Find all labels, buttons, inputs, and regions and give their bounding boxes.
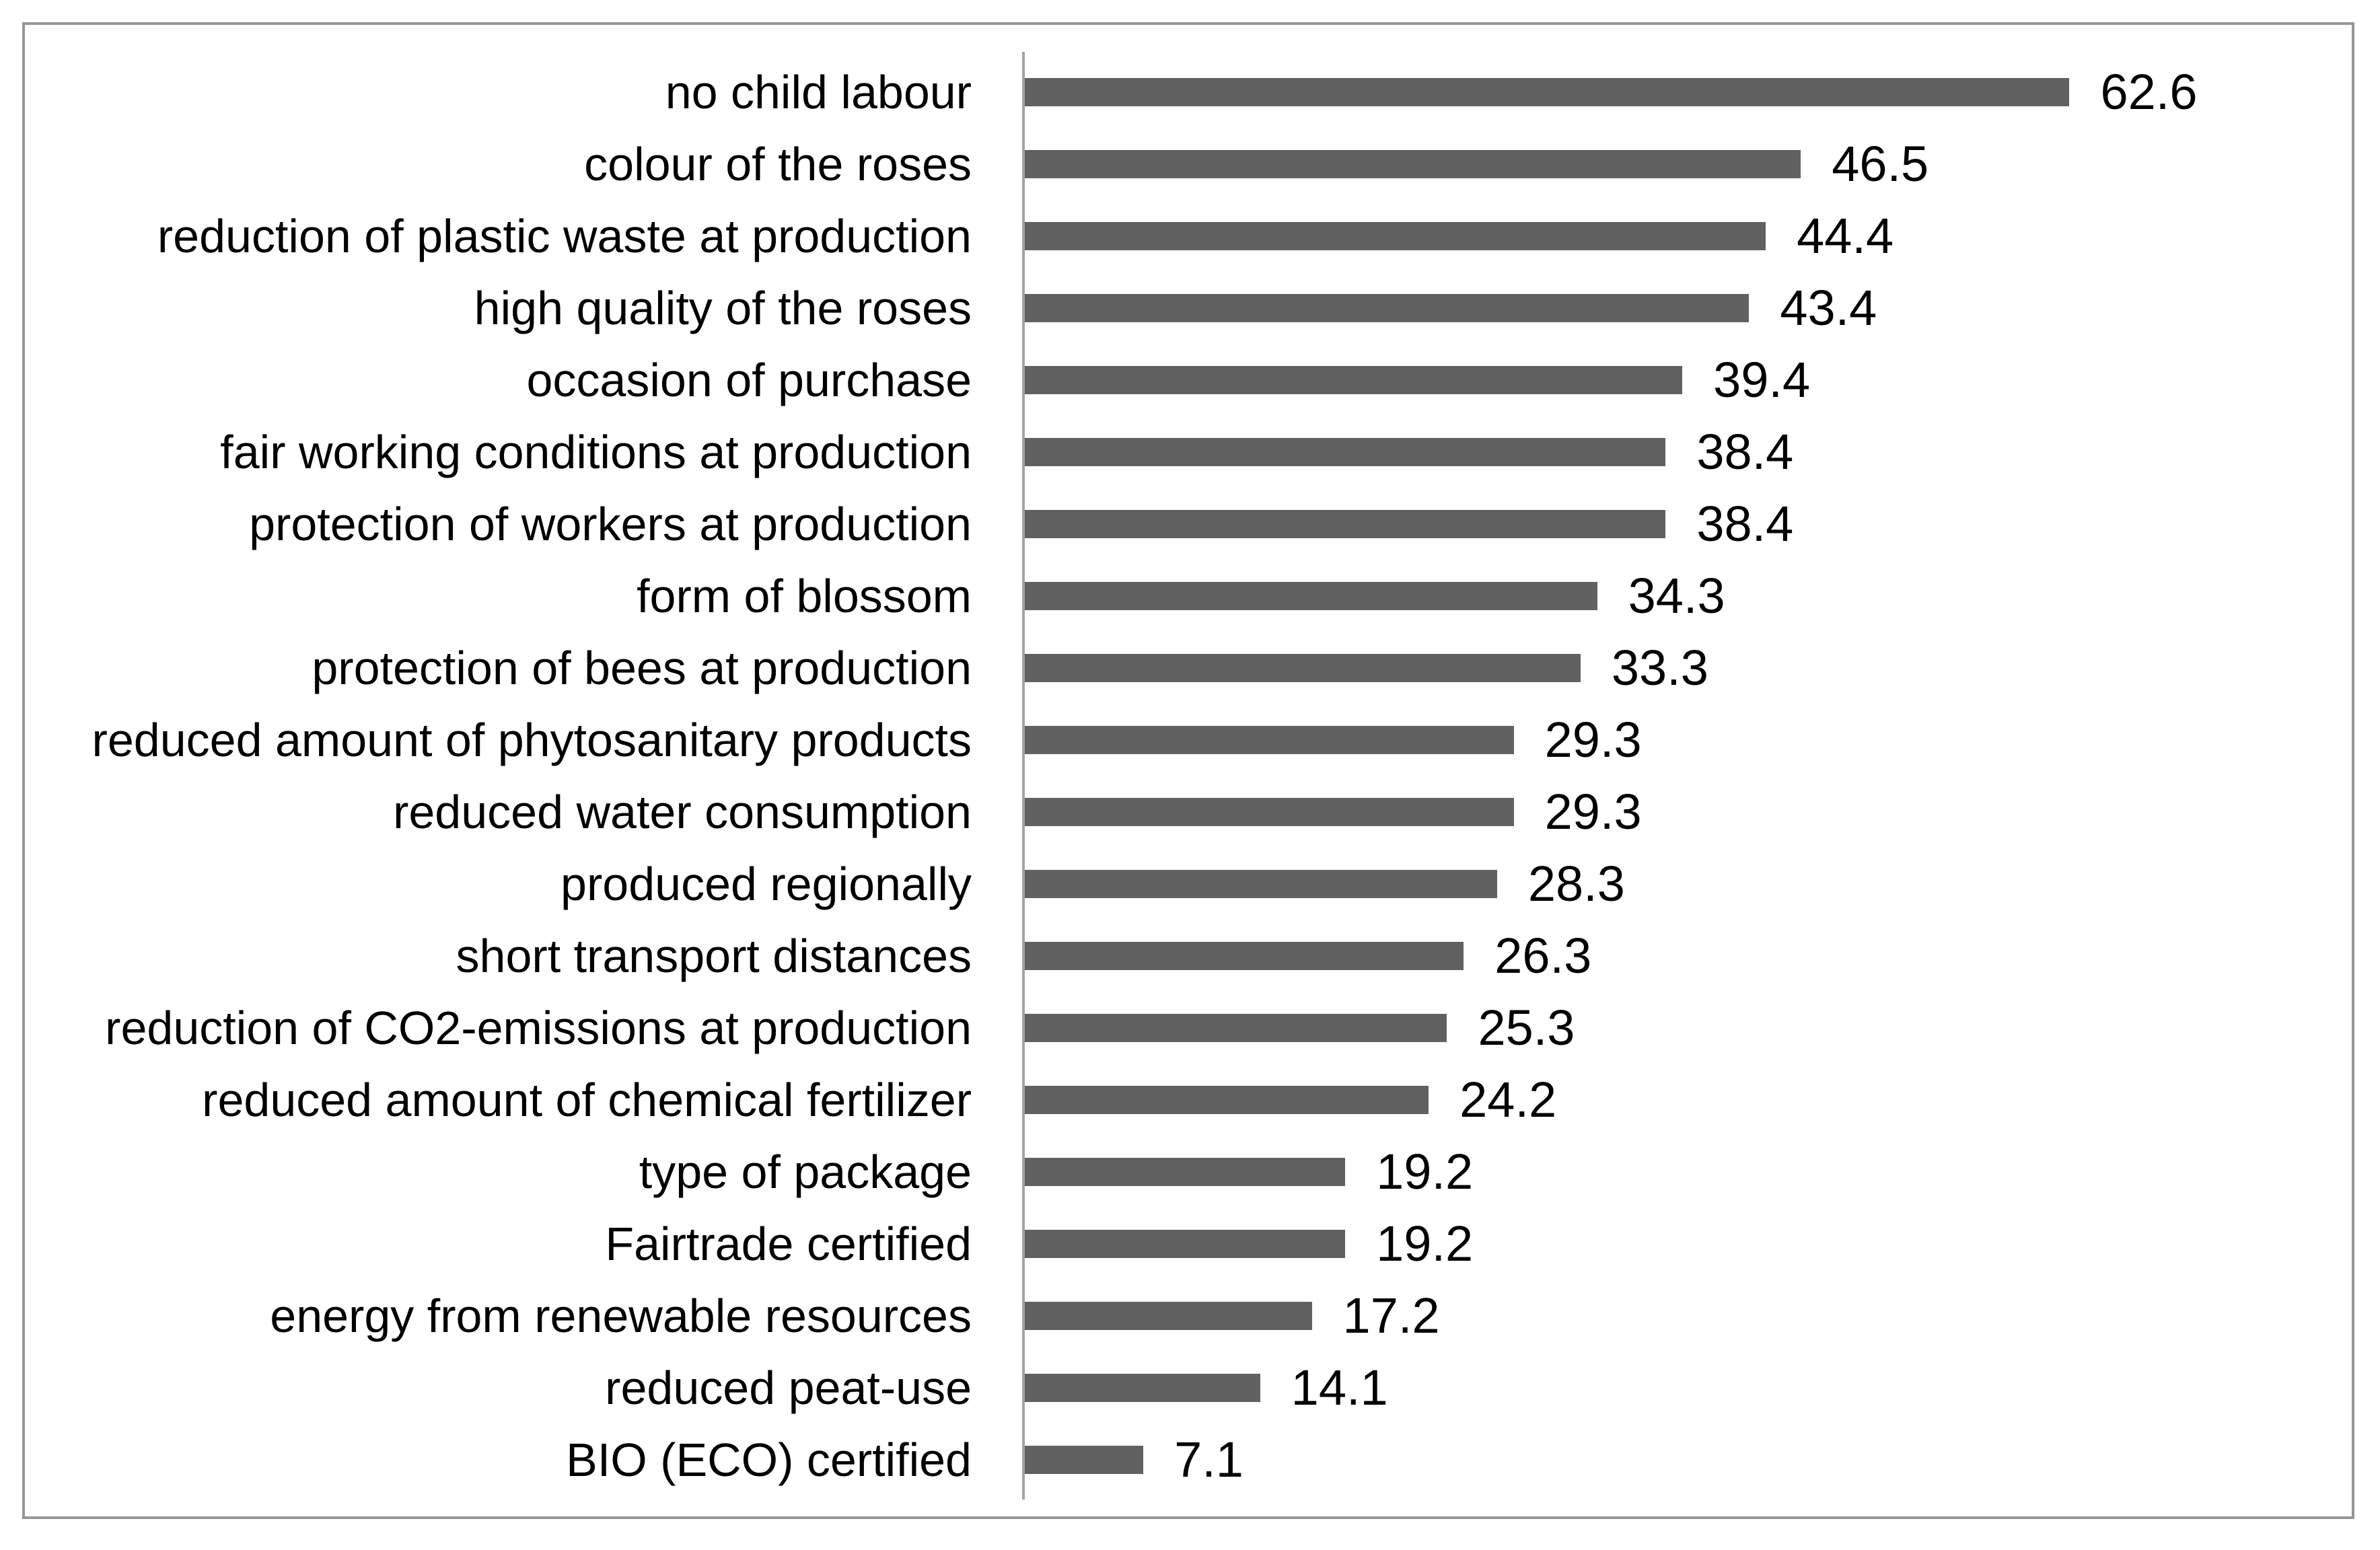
- category-label: no child labour: [665, 65, 972, 118]
- bar-row: fair working conditions at production 38…: [25, 416, 2352, 488]
- bar-row: reduced peat-use 14.1: [25, 1352, 2352, 1424]
- bar: [1025, 1373, 1260, 1402]
- bar-row: colour of the roses 46.5: [25, 128, 2352, 200]
- bar-row: no child labour 62.6: [25, 56, 2352, 128]
- bar-row: short transport distances 26.3: [25, 920, 2352, 992]
- bar-row: high quality of the roses 43.4: [25, 272, 2352, 344]
- category-label: reduced amount of chemical fertilizer: [202, 1073, 972, 1126]
- value-label: 28.3: [1527, 855, 1625, 912]
- value-label: 7.1: [1174, 1431, 1243, 1487]
- bar-row: reduced amount of phytosanitary products…: [25, 704, 2352, 776]
- bar: [1025, 1085, 1429, 1114]
- bar: [1025, 77, 2070, 106]
- category-label: reduction of CO2-emissions at production: [105, 1001, 972, 1054]
- bar: [1025, 293, 1750, 322]
- bar-row: form of blossom 34.3: [25, 560, 2352, 632]
- category-label: protection of bees at production: [312, 641, 972, 694]
- bar-row: produced regionally 28.3: [25, 848, 2352, 920]
- value-label: 29.3: [1544, 783, 1642, 840]
- category-label: reduction of plastic waste at production: [157, 209, 972, 262]
- bar: [1025, 653, 1581, 682]
- value-label: 14.1: [1291, 1359, 1388, 1415]
- value-label: 25.3: [1478, 999, 1575, 1056]
- bar-row: BIO (ECO) certified 7.1: [25, 1424, 2352, 1496]
- value-label: 39.4: [1713, 351, 1811, 408]
- category-label: protection of workers at production: [249, 497, 972, 550]
- bar-row: protection of workers at production 38.4: [25, 488, 2352, 560]
- category-label: energy from renewable resources: [270, 1289, 972, 1342]
- category-label: short transport distances: [456, 929, 972, 982]
- value-label: 44.4: [1797, 207, 1894, 264]
- value-label: 24.2: [1459, 1071, 1557, 1128]
- bar: [1025, 581, 1597, 610]
- category-label: type of package: [639, 1145, 972, 1198]
- bar-row: protection of bees at production 33.3: [25, 632, 2352, 704]
- bar: [1025, 1445, 1144, 1474]
- bar: [1025, 221, 1766, 250]
- category-label: Fairtrade certified: [605, 1217, 972, 1270]
- category-label: reduced amount of phytosanitary products: [92, 713, 972, 766]
- category-label: colour of the roses: [584, 137, 972, 190]
- bar-row: Fairtrade certified 19.2: [25, 1208, 2352, 1280]
- category-label: reduced water consumption: [393, 785, 972, 838]
- category-label: high quality of the roses: [474, 281, 972, 334]
- value-label: 62.6: [2100, 63, 2198, 120]
- bar: [1025, 1229, 1346, 1258]
- value-label: 26.3: [1494, 927, 1592, 984]
- bar: [1025, 941, 1464, 970]
- bar: [1025, 869, 1497, 898]
- bar-rows: no child labour 62.6 colour of the roses…: [25, 56, 2352, 1496]
- category-label: form of blossom: [637, 569, 972, 622]
- category-label: fair working conditions at production: [220, 425, 972, 478]
- category-label: produced regionally: [561, 857, 972, 910]
- bar-row: reduction of CO2-emissions at production…: [25, 992, 2352, 1064]
- category-label: BIO (ECO) certified: [566, 1433, 972, 1486]
- value-label: 33.3: [1611, 639, 1708, 696]
- bar: [1025, 1301, 1312, 1330]
- bar: [1025, 365, 1683, 394]
- value-label: 38.4: [1696, 423, 1794, 480]
- bar: [1025, 725, 1514, 754]
- bar: [1025, 797, 1514, 826]
- value-label: 17.2: [1342, 1287, 1440, 1343]
- value-label: 38.4: [1696, 495, 1794, 552]
- bar-row: reduction of plastic waste at production…: [25, 200, 2352, 272]
- category-label: occasion of purchase: [526, 353, 972, 406]
- value-label: 43.4: [1780, 279, 1877, 336]
- bar: [1025, 437, 1666, 466]
- bar-row: energy from renewable resources 17.2: [25, 1280, 2352, 1352]
- value-label: 29.3: [1544, 711, 1642, 768]
- value-label: 34.3: [1628, 567, 1725, 624]
- value-label: 19.2: [1376, 1215, 1474, 1271]
- y-axis-line: [1022, 52, 1025, 1500]
- category-label: reduced peat-use: [605, 1361, 972, 1414]
- bar-row: reduced amount of chemical fertilizer 24…: [25, 1064, 2352, 1136]
- chart-frame: no child labour 62.6 colour of the roses…: [22, 22, 2354, 1519]
- value-label: 46.5: [1832, 135, 1929, 192]
- bar-row: reduced water consumption 29.3: [25, 776, 2352, 848]
- bar: [1025, 1157, 1346, 1186]
- bar: [1025, 149, 1801, 178]
- bar: [1025, 1013, 1447, 1042]
- value-label: 19.2: [1376, 1143, 1474, 1200]
- bar: [1025, 509, 1666, 538]
- bar-row: type of package 19.2: [25, 1136, 2352, 1208]
- bar-row: occasion of purchase 39.4: [25, 344, 2352, 416]
